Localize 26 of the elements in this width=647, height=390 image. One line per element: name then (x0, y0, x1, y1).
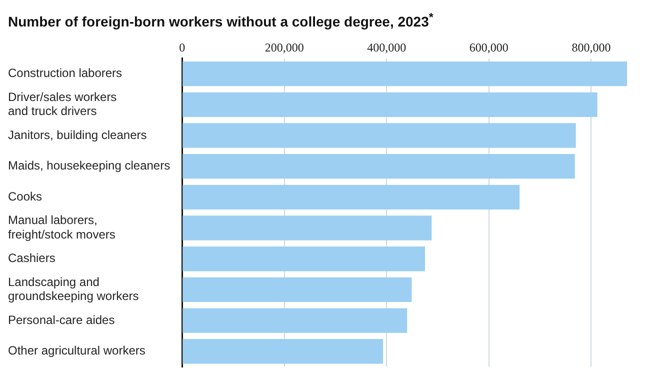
bar (182, 154, 575, 179)
bar (182, 184, 520, 210)
x-tick-label: 600,000 (469, 40, 508, 54)
y-tick-label: Cooks (8, 189, 42, 204)
y-tick-label: Personal-care aides (8, 312, 115, 327)
y-tick-label: Landscaping and groundskeeping workers (8, 274, 139, 304)
y-tick-label: Janitors, building cleaners (8, 128, 147, 142)
y-tick-label: Driver/sales workers and truck drivers (8, 90, 117, 118)
x-tick-label: 200,000 (264, 40, 304, 54)
chart-title: Number of foreign-born workers without a college degree, 2023$^{*}$ (8, 10, 434, 32)
y-tick-label: Manual laborers, freight/stock movers (8, 213, 116, 242)
bar (182, 216, 432, 240)
y-tick-label: Maids, housekeeping cleaners (8, 158, 170, 173)
bar (182, 277, 412, 302)
bar (182, 246, 426, 272)
y-tick-label: Construction laborers (8, 66, 122, 80)
y-tick-label: Other agricultural workers (8, 344, 146, 358)
x-tick-label: 800,000 (572, 40, 611, 54)
bar (182, 61, 627, 86)
bar (182, 308, 408, 333)
y-tick-label: Cashiers (8, 251, 56, 266)
x-tick-label: 400,000 (367, 40, 406, 54)
bar (182, 123, 576, 148)
bar (182, 92, 598, 117)
x-tick-label: 0 (179, 40, 186, 54)
bar (182, 339, 384, 364)
